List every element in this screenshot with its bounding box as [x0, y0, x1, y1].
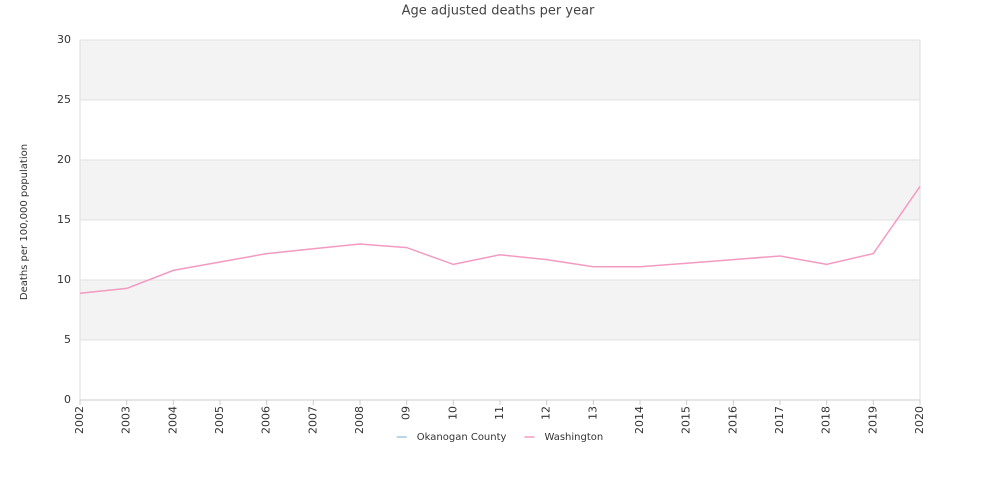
- x-tick-label: 2004: [166, 406, 179, 434]
- x-tick-label: 2020: [913, 406, 926, 434]
- x-tick-label: 12: [540, 406, 553, 420]
- x-tick-label: 2008: [353, 406, 366, 434]
- y-tick-label: 15: [57, 213, 71, 226]
- x-tick-label: 2019: [866, 406, 879, 434]
- series-line: [79, 185, 921, 294]
- x-tick-label: 2016: [726, 406, 739, 434]
- y-tick-label: 25: [57, 93, 71, 106]
- legend: Okanogan County Washington: [396, 432, 603, 443]
- x-tick-label: 2017: [773, 406, 786, 434]
- x-tick-label: 2014: [633, 406, 646, 434]
- grid-band: [80, 280, 920, 340]
- legend-label: Washington: [544, 432, 603, 443]
- grid-band: [80, 160, 920, 220]
- x-tick-label: 2018: [820, 406, 833, 434]
- x-tick-label: 2003: [120, 406, 133, 434]
- x-tick-label: 11: [493, 406, 506, 420]
- x-tick-label: 2015: [680, 406, 693, 434]
- y-axis-label: Deaths per 100,000 population: [19, 144, 30, 300]
- grid-band: [80, 40, 920, 100]
- x-tick-label: 2002: [73, 406, 86, 434]
- y-tick-label: 20: [57, 153, 71, 166]
- y-tick-label: 10: [57, 273, 71, 286]
- y-tick-label: 5: [64, 333, 71, 346]
- x-tick-label: 09: [400, 406, 413, 420]
- x-tick-label: 13: [586, 406, 599, 420]
- x-tick-label: 10: [446, 406, 459, 420]
- chart-title: Age adjusted deaths per year: [402, 4, 595, 19]
- x-tick-label: 2007: [306, 406, 319, 434]
- x-tick-label: 2006: [260, 406, 273, 434]
- x-tick-label: 2005: [213, 406, 226, 434]
- y-tick-label: 30: [57, 33, 71, 46]
- y-tick-label: 0: [64, 393, 71, 406]
- legend-label: Okanogan County: [417, 432, 507, 443]
